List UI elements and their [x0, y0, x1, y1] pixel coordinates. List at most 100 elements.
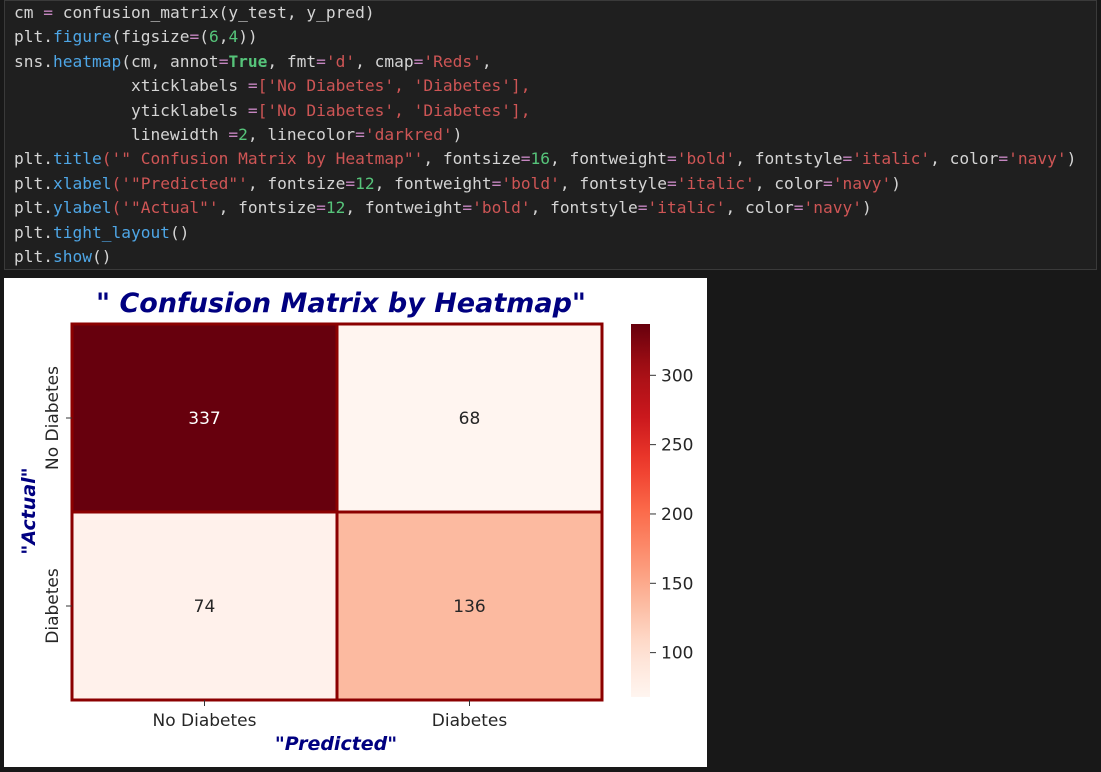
code-token: 'bold' — [676, 149, 736, 169]
code-token: heatmap — [52, 51, 122, 71]
colorbar-tick-label: 250 — [661, 436, 693, 456]
code-line[interactable]: plt.ylabel('"Actual"', fontsize=12, font… — [14, 196, 1076, 220]
code-token: ylabel — [52, 198, 112, 218]
code-token: title — [52, 149, 102, 169]
code-editor[interactable]: cm = confusion_matrix(y_test, y_pred)plt… — [14, 1, 1076, 269]
code-line[interactable]: plt.title('" Confusion Matrix by Heatmap… — [14, 147, 1076, 171]
code-line[interactable]: plt.figure(figsize=(6,4)) — [14, 25, 1076, 49]
code-token: linewidth — [14, 124, 229, 144]
code-token: plt. — [14, 173, 53, 193]
heatmap-chart: " Confusion Matrix by Heatmap" "Predicte… — [18, 288, 693, 755]
x-tick-label: No Diabetes — [153, 711, 257, 731]
code-token: () — [91, 246, 112, 266]
code-token: = — [520, 149, 531, 169]
code-token: ['No Diabetes', 'Diabetes'], — [257, 76, 531, 96]
code-token: plt. — [14, 198, 53, 218]
code-token: figure — [52, 27, 112, 47]
heatmap-figure: " Confusion Matrix by Heatmap" "Predicte… — [4, 278, 707, 767]
code-token: 'navy' — [832, 173, 892, 193]
code-token: , fontweight — [345, 198, 463, 218]
code-token: 16 — [530, 149, 551, 169]
code-token: confusion_matrix(y_test, y_pred) — [53, 3, 375, 22]
code-token: , fontsize — [218, 198, 317, 218]
code-token: 'navy' — [803, 198, 862, 218]
code-token: , fontsize — [247, 173, 346, 193]
code-token: plt. — [14, 246, 53, 266]
code-token: = — [43, 3, 53, 22]
cell-value-label: 136 — [453, 597, 485, 617]
code-token: , fontstyle — [530, 198, 638, 218]
code-token: sns. — [14, 51, 53, 71]
code-line[interactable]: xticklabels =['No Diabetes', 'Diabetes']… — [14, 74, 1076, 98]
code-token: ) — [1066, 149, 1077, 169]
code-token: 'italic' — [676, 173, 755, 193]
code-cell[interactable]: cm = confusion_matrix(y_test, y_pred)plt… — [4, 0, 1097, 270]
code-line[interactable]: cm = confusion_matrix(y_test, y_pred) — [14, 1, 1076, 25]
code-token: = — [491, 173, 502, 193]
code-token: = — [345, 173, 356, 193]
chart-title: " Confusion Matrix by Heatmap" — [96, 288, 586, 319]
y-axis-label: "Actual" — [18, 467, 40, 554]
code-token: = — [667, 173, 677, 193]
code-token: = — [218, 51, 229, 71]
code-line[interactable]: plt.tight_layout() — [14, 221, 1076, 245]
code-token: () — [169, 222, 190, 242]
code-token: , — [218, 27, 229, 47]
code-token: = — [667, 149, 677, 169]
y-tick-label: No Diabetes — [43, 366, 63, 470]
code-token: , color — [930, 149, 999, 169]
code-token: , linecolor — [247, 124, 356, 144]
code-token: , color — [754, 173, 823, 193]
code-token: = — [228, 124, 239, 144]
code-token: plt. — [14, 149, 53, 169]
code-token: )) — [238, 27, 258, 47]
code-token: ['No Diabetes', 'Diabetes'], — [257, 100, 531, 120]
code-line[interactable]: yticklabels =['No Diabetes', 'Diabetes']… — [14, 99, 1076, 123]
code-token: ( — [199, 27, 209, 47]
code-token: = — [247, 76, 258, 96]
code-token: , fmt — [267, 51, 317, 71]
code-token: tight_layout — [52, 222, 170, 242]
code-token: , cmap — [355, 51, 414, 71]
code-token: , fontstyle — [735, 149, 843, 169]
code-token: , fontweight — [550, 149, 667, 169]
code-token: 'darkred' — [364, 124, 453, 144]
code-token: xlabel — [52, 173, 112, 193]
code-token: , — [481, 51, 492, 71]
code-line[interactable]: plt.show() — [14, 245, 1076, 269]
colorbar-tick-label: 100 — [661, 644, 693, 664]
code-token: = — [316, 51, 326, 71]
code-token: (cm, annot — [121, 51, 219, 71]
code-token: ('" Confusion Matrix by Heatmap"' — [101, 149, 424, 169]
code-line[interactable]: linewidth =2, linecolor='darkred') — [14, 123, 1076, 147]
code-token: , fontstyle — [559, 173, 668, 193]
code-token: ('"Actual"' — [111, 198, 219, 218]
code-token: 'italic' — [647, 198, 726, 218]
code-line[interactable]: plt.xlabel('"Predicted"', fontsize=12, f… — [14, 172, 1076, 196]
code-token: 'italic' — [852, 149, 931, 169]
code-token: = — [462, 198, 473, 218]
code-token: = — [637, 198, 648, 218]
code-token: 12 — [325, 198, 346, 218]
code-token: = — [842, 149, 853, 169]
code-token: ) — [861, 198, 872, 218]
x-axis-label: "Predicted" — [275, 733, 397, 755]
colorbar-tick-label: 150 — [661, 574, 693, 594]
colorbar — [631, 324, 650, 697]
colorbar-tick-label: 300 — [661, 366, 693, 386]
code-token: 2 — [238, 124, 248, 144]
code-line[interactable]: sns.heatmap(cm, annot=True, fmt='d', cma… — [14, 50, 1076, 74]
code-token: cm — [14, 3, 44, 22]
code-token: = — [355, 124, 365, 144]
code-token: 'bold' — [472, 198, 531, 218]
cell-value-label: 74 — [194, 597, 216, 617]
code-token: = — [998, 149, 1009, 169]
code-token: ) — [452, 124, 463, 144]
code-token: 'bold' — [501, 173, 560, 193]
code-token: 'd' — [325, 51, 356, 71]
code-token: xticklabels — [14, 76, 248, 96]
code-token: plt. — [14, 222, 53, 242]
code-token: show — [52, 246, 92, 266]
code-token: 12 — [355, 173, 375, 193]
code-token: , color — [725, 198, 794, 218]
